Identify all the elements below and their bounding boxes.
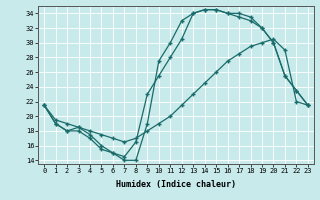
X-axis label: Humidex (Indice chaleur): Humidex (Indice chaleur) bbox=[116, 180, 236, 189]
